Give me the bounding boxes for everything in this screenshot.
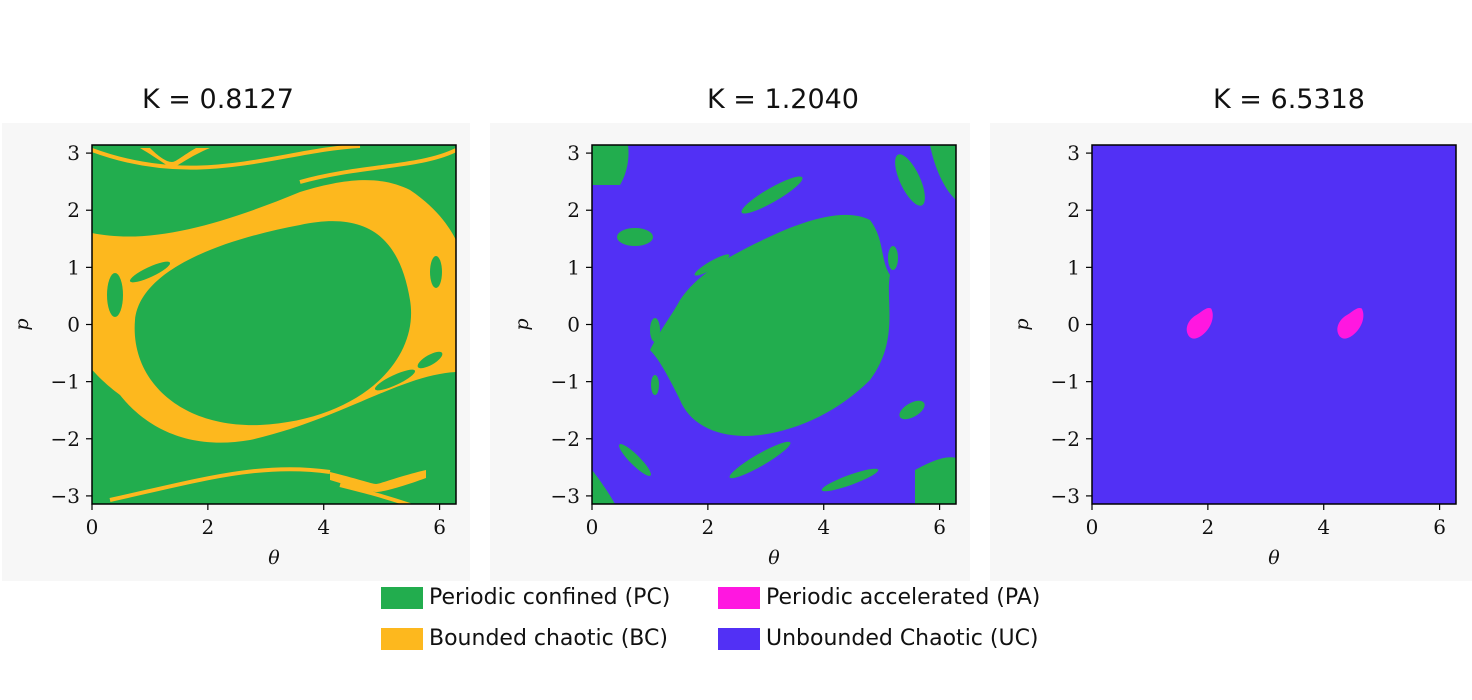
legend-label: Unbounded Chaotic (UC) <box>766 626 1039 651</box>
phase-map-3 <box>1092 145 1456 504</box>
y-tick-label: −2 <box>551 427 580 451</box>
x-axis-label: θ <box>768 547 780 569</box>
x-axis-label: θ <box>268 547 280 569</box>
x-tick-label: 4 <box>317 515 330 539</box>
legend-swatch-bc <box>381 627 423 650</box>
x-tick-label: 0 <box>86 515 99 539</box>
x-tick-label: 2 <box>201 515 214 539</box>
x-tick-label: 4 <box>1317 515 1330 539</box>
y-tick-label: 2 <box>67 198 80 222</box>
y-tick-label: −1 <box>51 370 80 394</box>
pc-corner-bottom-left-2 <box>592 470 615 504</box>
x-tick-label: 2 <box>701 515 714 539</box>
y-tick-label: 3 <box>567 141 580 165</box>
pc-island-2d <box>895 154 925 206</box>
y-tick-label: 2 <box>567 198 580 222</box>
pc-island-2e <box>694 254 730 276</box>
pc-corner-top-right-2 <box>930 145 956 200</box>
phase-map-1 <box>92 145 456 504</box>
pc-island-2a <box>617 228 653 246</box>
y-tick-label: 1 <box>1067 255 1080 279</box>
pc-island-1c <box>129 261 171 283</box>
legend-item-pc: Periodic confined (PC) <box>381 585 670 610</box>
legend-swatch-uc <box>718 627 760 650</box>
chart-title-1: K = 0.8127 <box>142 84 294 115</box>
chart-title-2: K = 1.2040 <box>707 84 859 115</box>
pc-island-1a <box>107 273 123 317</box>
bc-separatrix-top-2 <box>92 145 456 184</box>
y-tick-label: 3 <box>67 141 80 165</box>
x-tick-label: 6 <box>1433 515 1446 539</box>
pc-island-2i <box>888 246 898 270</box>
pa-island-2 <box>1337 307 1364 339</box>
pc-island-1b <box>430 256 442 288</box>
legend-item-uc: Unbounded Chaotic (UC) <box>718 626 1039 651</box>
legend-item-bc: Bounded chaotic (BC) <box>381 626 668 651</box>
legend-label: Bounded chaotic (BC) <box>429 626 668 651</box>
pc-island-2b <box>650 318 660 342</box>
pc-corner-bottom-right-2 <box>915 457 956 504</box>
bc-separatrix-bottom-2 <box>109 467 411 504</box>
pc-island-2h <box>619 444 651 476</box>
y-tick-label: −2 <box>1051 427 1080 451</box>
y-tick-label: 1 <box>67 255 80 279</box>
x-tick-label: 0 <box>586 515 599 539</box>
pa-islands-3 <box>1186 307 1364 339</box>
x-tick-label: 0 <box>1086 515 1099 539</box>
y-tick-label: −3 <box>51 484 80 508</box>
uc-background-3 <box>1092 145 1456 504</box>
x-axis-label: θ <box>1268 547 1280 569</box>
phase-map-2 <box>592 145 956 504</box>
y-tick-label: 0 <box>67 313 80 337</box>
pc-island-2g <box>899 400 925 420</box>
y-tick-label: 2 <box>1067 198 1080 222</box>
pc-island-2f <box>729 441 791 479</box>
axes-group: 0 2 4 6 3 2 1 0 −1 −2 −3 θ p 0 2 4 6 3 2 1 0 −1 −2 −3 θ p 0 2 4 6 3 2 1 0… <box>11 141 1446 569</box>
x-tick-label: 6 <box>933 515 946 539</box>
y-tick-label: 3 <box>1067 141 1080 165</box>
bc-chaotic-band-1 <box>92 180 456 443</box>
legend-swatch-pa <box>718 586 760 609</box>
pc-island-1e <box>417 351 443 369</box>
y-tick-label: −3 <box>551 484 580 508</box>
x-tick-label: 6 <box>433 515 446 539</box>
legend-swatch-pc <box>381 586 423 609</box>
chart-title-3: K = 6.5318 <box>1213 84 1365 115</box>
y-tick-label: −3 <box>1051 484 1080 508</box>
legend-label: Periodic accelerated (PA) <box>766 585 1041 610</box>
x-tick-label: 4 <box>817 515 830 539</box>
bc-separatrix-top-1 <box>140 148 210 168</box>
y-tick-label: 0 <box>567 313 580 337</box>
y-axis-label: p <box>511 318 533 330</box>
y-tick-label: −1 <box>1051 370 1080 394</box>
pc-corner-top-left-2 <box>592 145 629 185</box>
legend-label: Periodic confined (PC) <box>429 585 671 610</box>
pc-island-2j <box>651 375 659 395</box>
y-tick-label: −1 <box>551 370 580 394</box>
pc-island-2k <box>821 468 879 492</box>
pc-island-1d <box>374 369 416 391</box>
pc-island-2c <box>741 176 803 214</box>
y-axis-label: p <box>1011 318 1033 330</box>
y-tick-label: 1 <box>567 255 580 279</box>
x-tick-label: 2 <box>1201 515 1214 539</box>
y-tick-label: −2 <box>51 427 80 451</box>
legend-item-pa: Periodic accelerated (PA) <box>718 585 1040 610</box>
y-tick-label: 0 <box>1067 313 1080 337</box>
bc-separatrix-bottom-1 <box>330 470 426 492</box>
y-axis-label: p <box>11 318 33 330</box>
pa-island-1 <box>1186 307 1213 339</box>
